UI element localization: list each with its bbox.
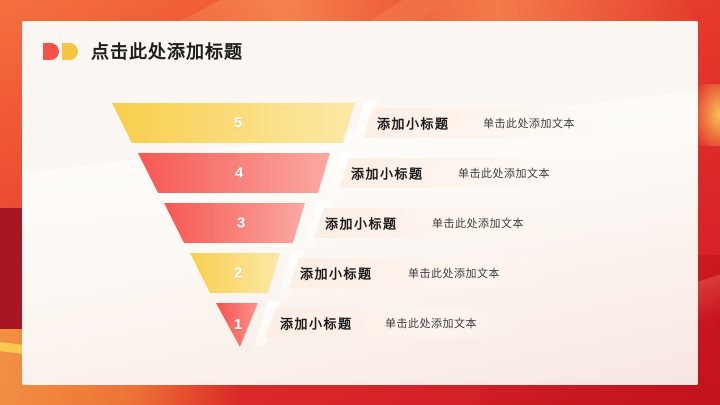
funnel-label-1[interactable]: 添加小标题 [280,316,353,332]
slide-title-block: 点击此处添加标题 [43,36,243,66]
funnel-text-4[interactable]: 单击此处添加文本 [458,168,550,180]
red-d-shape-icon [43,42,59,60]
funnel-number-1: 1 [233,316,243,333]
funnel-shape-4 [138,153,330,193]
funnel-text-3[interactable]: 单击此处添加文本 [432,218,524,230]
funnel-text-1[interactable]: 单击此处添加文本 [385,318,477,330]
yellow-d-shape-icon [62,42,78,60]
slide-title[interactable]: 点击此处添加标题 [91,42,243,62]
funnel-text-2[interactable]: 单击此处添加文本 [408,268,500,280]
funnel-label-2[interactable]: 添加小标题 [300,266,373,282]
funnel-label-5[interactable]: 添加小标题 [377,116,450,132]
funnel-level-5: 5 添加小标题 单击此处添加文本 [22,101,698,147]
funnel-shape-3 [164,203,305,243]
funnel-level-1: 1 添加小标题 单击此处添加文本 [22,301,698,347]
funnel-diagram: 5 添加小标题 单击此处添加文本 4 添加小标题 单击此处添加文本 3 添加小标… [22,21,698,385]
background-yellow-glow [698,84,720,146]
funnel-level-4: 4 添加小标题 单击此处添加文本 [22,151,698,197]
background-dark-red-band [0,208,24,336]
funnel-level-2: 2 添加小标题 单击此处添加文本 [22,251,698,297]
funnel-number-4: 4 [234,164,244,182]
funnel-number-2: 2 [233,264,243,282]
funnel-level-3: 3 添加小标题 单击此处添加文本 [22,201,698,247]
funnel-label-4[interactable]: 添加小标题 [351,166,424,182]
funnel-text-5[interactable]: 单击此处添加文本 [483,118,575,130]
funnel-label-3[interactable]: 添加小标题 [325,216,398,232]
funnel-number-5: 5 [233,114,243,132]
funnel-number-3: 3 [236,214,246,232]
funnel-shape-5 [112,103,355,143]
